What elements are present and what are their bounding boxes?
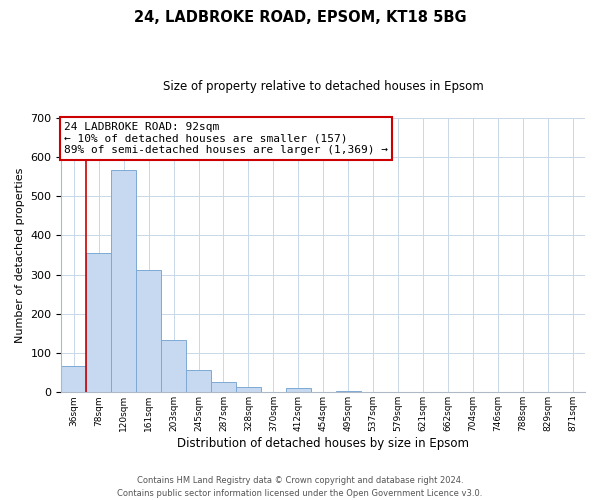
Bar [286,388,311,392]
Y-axis label: Number of detached properties: Number of detached properties [15,168,25,342]
Bar [161,340,186,392]
Bar [61,366,86,392]
Bar [211,382,236,392]
Bar [111,170,136,392]
Text: 24 LADBROKE ROAD: 92sqm
← 10% of detached houses are smaller (157)
89% of semi-d: 24 LADBROKE ROAD: 92sqm ← 10% of detache… [64,122,388,155]
Bar [136,270,161,392]
Bar [335,390,361,392]
Bar [236,387,261,392]
Bar [86,253,111,392]
Text: 24, LADBROKE ROAD, EPSOM, KT18 5BG: 24, LADBROKE ROAD, EPSOM, KT18 5BG [134,10,466,25]
Bar [186,370,211,392]
Title: Size of property relative to detached houses in Epsom: Size of property relative to detached ho… [163,80,484,93]
Text: Contains HM Land Registry data © Crown copyright and database right 2024.
Contai: Contains HM Land Registry data © Crown c… [118,476,482,498]
X-axis label: Distribution of detached houses by size in Epsom: Distribution of detached houses by size … [177,437,469,450]
